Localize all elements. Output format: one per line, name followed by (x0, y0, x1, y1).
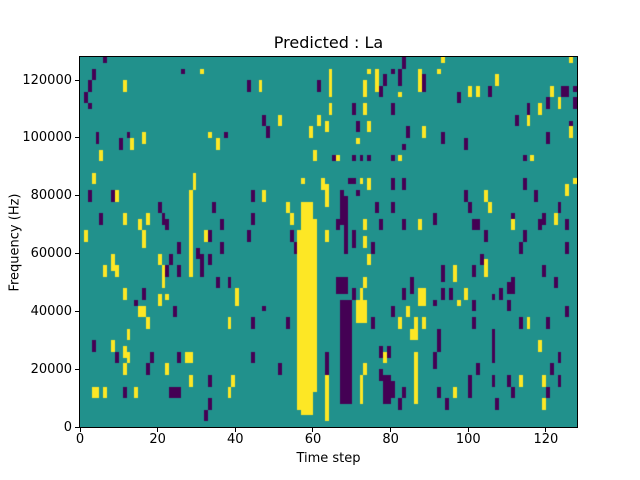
y-tick-label: 100000 (22, 130, 72, 146)
y-tick-mark (75, 79, 79, 81)
x-tick-mark (79, 428, 81, 432)
y-tick-label: 0 (63, 419, 72, 435)
x-tick-label: 60 (304, 432, 322, 447)
heatmap-canvas (80, 57, 577, 427)
y-tick-mark (75, 195, 79, 197)
x-tick-mark (312, 428, 314, 432)
x-tick-mark (545, 428, 547, 432)
x-tick-mark (390, 428, 392, 432)
y-tick-label: 20000 (30, 361, 72, 377)
x-tick-label: 100 (455, 432, 481, 447)
x-tick-label: 120 (533, 432, 559, 447)
y-tick-label: 40000 (30, 303, 72, 319)
x-tick-label: 0 (75, 432, 85, 447)
x-tick-label: 40 (227, 432, 244, 447)
chart-title: Predicted : La (273, 33, 384, 52)
y-tick-mark (75, 137, 79, 139)
y-tick-label: 60000 (30, 246, 72, 262)
x-tick-mark (234, 428, 236, 432)
x-tick-label: 20 (149, 432, 166, 447)
y-tick-mark (75, 368, 79, 370)
y-tick-mark (75, 310, 79, 312)
y-tick-mark (75, 253, 79, 255)
y-tick-mark (75, 426, 79, 428)
y-tick-label: 120000 (22, 72, 72, 88)
x-tick-label: 80 (382, 432, 399, 447)
plot-area (79, 56, 578, 428)
x-axis-label: Time step (296, 451, 361, 466)
x-tick-mark (467, 428, 469, 432)
y-tick-label: 80000 (30, 188, 72, 204)
x-tick-mark (157, 428, 159, 432)
